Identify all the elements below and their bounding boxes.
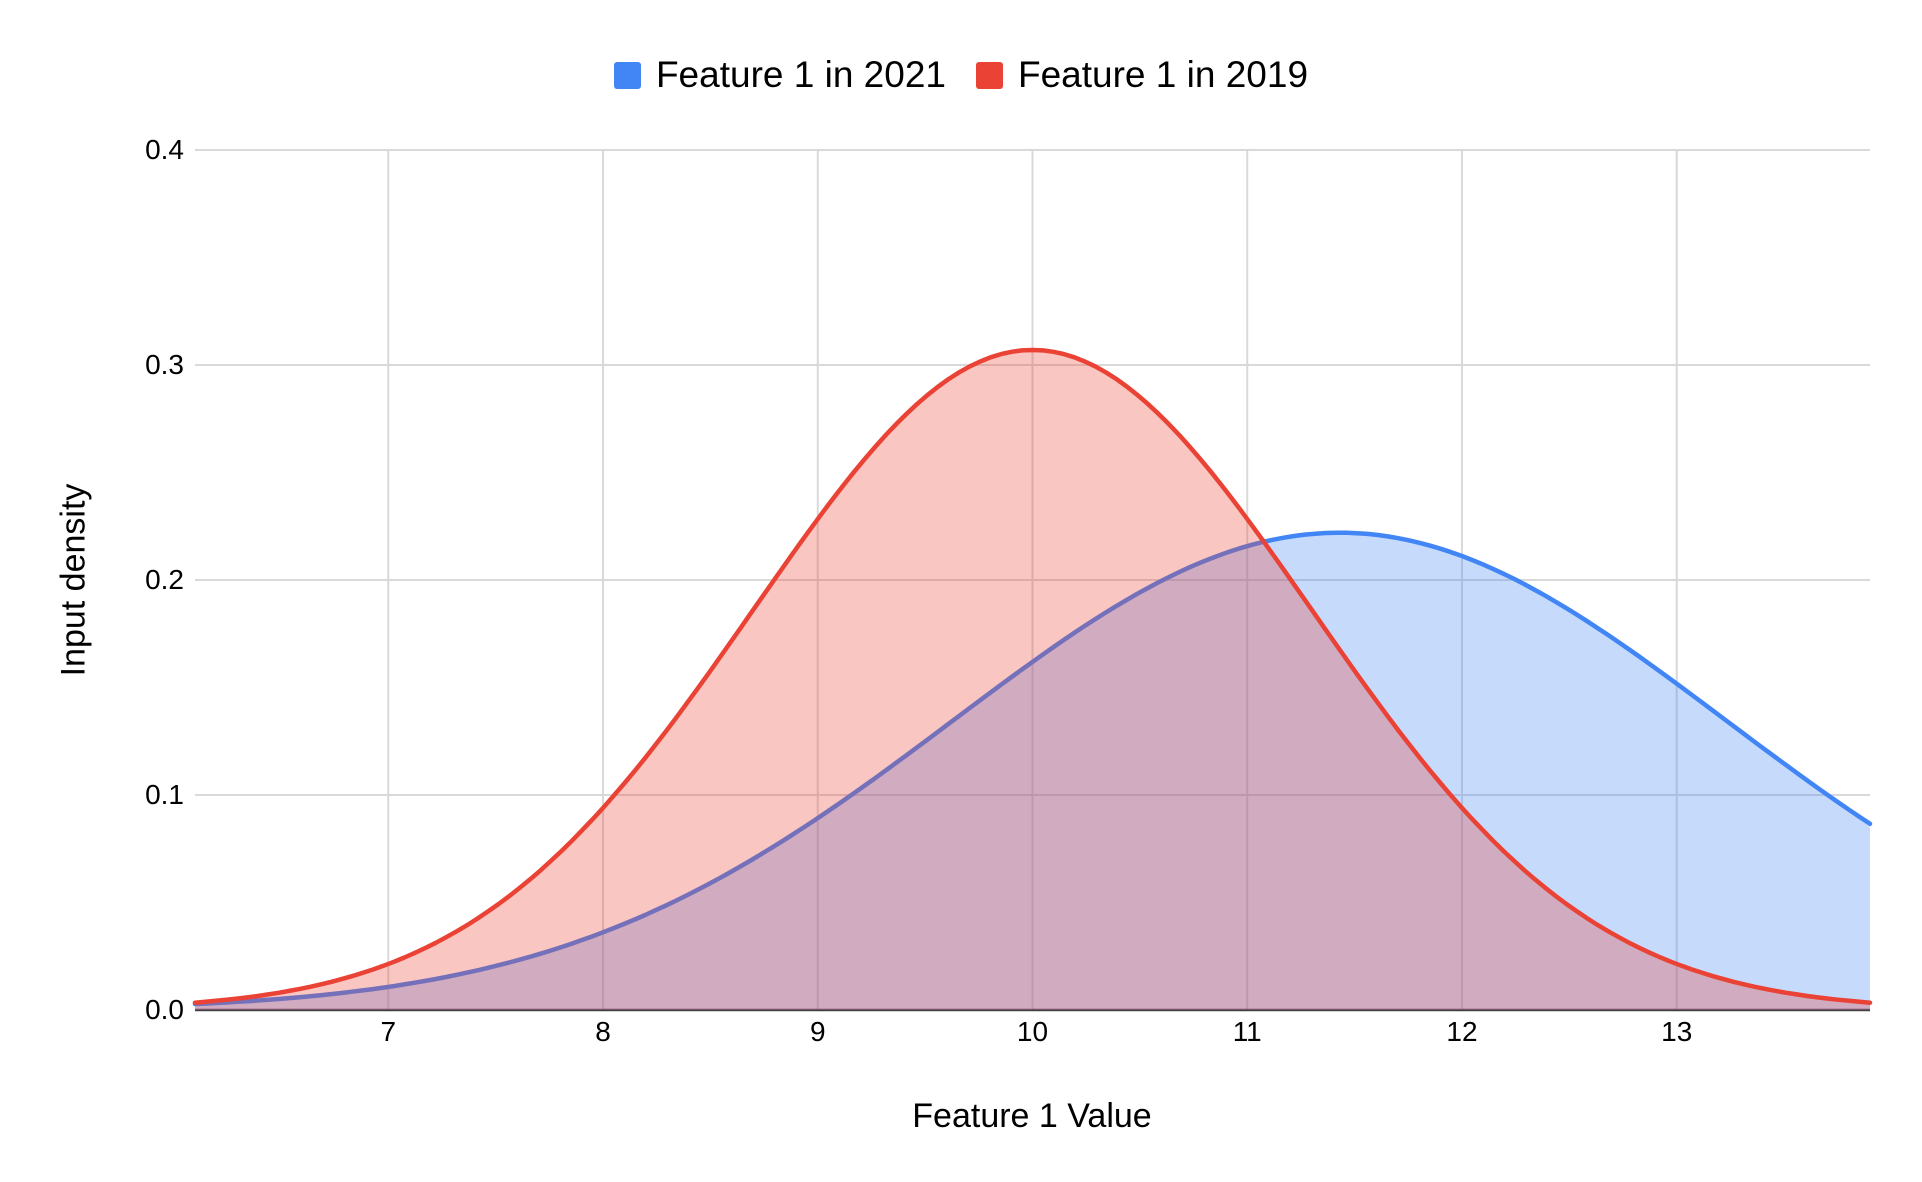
y-tick-label-0.3: 0.3: [145, 349, 184, 380]
x-tick-label-7: 7: [380, 1016, 397, 1047]
density-line-feature-1-in-2021: [192, 530, 1873, 1007]
legend-swatch-red-icon: [976, 61, 1003, 89]
y-tick-label-0.2: 0.2: [145, 564, 184, 595]
area-fill-feature-1-in-2019: [195, 350, 1870, 1010]
density-line-feature-1-in-2019: [192, 347, 1873, 1005]
x-tick-label-8: 8: [595, 1016, 611, 1047]
legend-item-2019[interactable]: Feature 1 in 2019: [976, 54, 1308, 96]
x-tick-label-9: 9: [809, 1016, 826, 1047]
x-tick-label-11: 11: [1232, 1016, 1262, 1047]
x-tick-label-10: 10: [1016, 1016, 1049, 1047]
x-axis-title: Feature 1 Value: [912, 1097, 1152, 1135]
y-tick-label-0.4: 0.4: [145, 134, 184, 165]
area-fill-feature-1-in-2021: [195, 532, 1870, 1010]
legend: Feature 1 in 2021 Feature 1 in 2019: [0, 54, 1922, 96]
legend-item-2021[interactable]: Feature 1 in 2021: [613, 54, 946, 96]
legend-label-2019: Feature 1 in 2019: [1018, 54, 1309, 95]
y-axis-title: Input density: [54, 483, 93, 677]
x-tick-label-13: 13: [1661, 1016, 1693, 1047]
y-tick-label-0.0: 0.0: [145, 994, 184, 1025]
legend-swatch-blue-icon: [613, 61, 641, 89]
x-tick-label-12: 12: [1446, 1016, 1478, 1047]
legend-label-2021: Feature 1 in 2021: [655, 54, 946, 95]
y-tick-label-0.1: 0.1: [145, 779, 184, 810]
